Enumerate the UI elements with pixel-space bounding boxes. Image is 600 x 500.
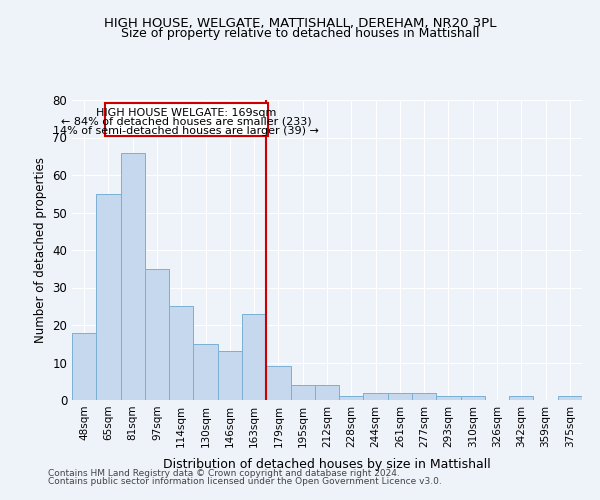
Text: HIGH HOUSE, WELGATE, MATTISHALL, DEREHAM, NR20 3PL: HIGH HOUSE, WELGATE, MATTISHALL, DEREHAM… [104,18,496,30]
Bar [412,392,436,400]
Bar [193,344,218,400]
Bar [290,385,315,400]
Bar [558,396,582,400]
Text: 14% of semi-detached houses are larger (39) →: 14% of semi-detached houses are larger (… [53,126,319,136]
Bar [509,396,533,400]
Bar [339,396,364,400]
Bar [105,103,268,136]
Text: HIGH HOUSE WELGATE: 169sqm: HIGH HOUSE WELGATE: 169sqm [96,108,277,118]
Bar [461,396,485,400]
Text: Contains public sector information licensed under the Open Government Licence v3: Contains public sector information licen… [48,477,442,486]
Bar [388,392,412,400]
Bar [266,366,290,400]
Bar [436,396,461,400]
X-axis label: Distribution of detached houses by size in Mattishall: Distribution of detached houses by size … [163,458,491,471]
Bar [96,194,121,400]
Y-axis label: Number of detached properties: Number of detached properties [34,157,47,343]
Bar [315,385,339,400]
Bar [121,152,145,400]
Bar [364,392,388,400]
Text: Size of property relative to detached houses in Mattishall: Size of property relative to detached ho… [121,28,479,40]
Bar [169,306,193,400]
Bar [218,351,242,400]
Text: Contains HM Land Registry data © Crown copyright and database right 2024.: Contains HM Land Registry data © Crown c… [48,468,400,477]
Bar [242,314,266,400]
Text: ← 84% of detached houses are smaller (233): ← 84% of detached houses are smaller (23… [61,117,311,127]
Bar [72,332,96,400]
Bar [145,269,169,400]
